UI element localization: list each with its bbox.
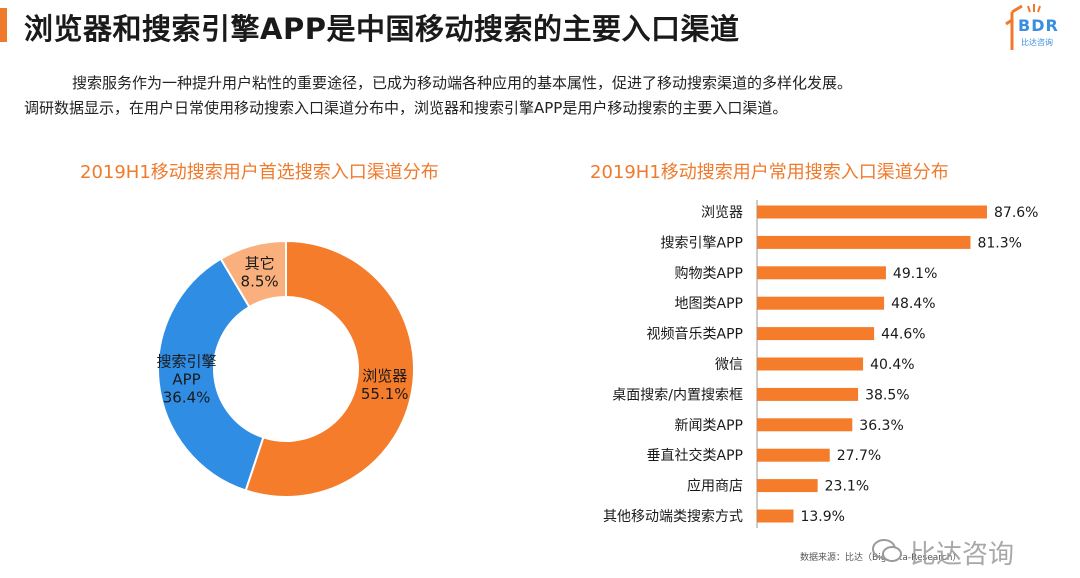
bar <box>757 448 830 462</box>
logo-subtext: 比达咨询 <box>1021 38 1053 47</box>
donut-chart-title: 2019H1移动搜索用户首选搜索入口渠道分布 <box>80 162 439 183</box>
bar-value-label: 36.3% <box>859 418 903 434</box>
description-line-1: 搜索服务作为一种提升用户粘性的重要途径，已成为移动端各种应用的基本属性，促进了移… <box>72 74 853 92</box>
bar <box>757 296 885 310</box>
bar <box>757 509 794 523</box>
bar <box>757 327 875 341</box>
bar-value-label: 49.1% <box>893 266 937 282</box>
donut-category-label: 浏览器 <box>362 367 407 385</box>
bar <box>757 418 853 432</box>
donut-category-label: 搜索引擎 <box>157 353 217 371</box>
donut-slice-search-app <box>157 257 265 492</box>
bdr-logo: BDR 比达咨询 <box>1004 2 1074 54</box>
donut-category-label: APP <box>172 371 200 389</box>
donut-slice-browser <box>244 239 415 498</box>
bar-category-label: 视频音乐类APP <box>647 326 743 343</box>
bar-value-label: 13.9% <box>800 509 844 525</box>
bar-value-label: 27.7% <box>837 448 881 464</box>
bar <box>757 479 818 493</box>
bar-category-label: 应用商店 <box>687 478 743 495</box>
bar-value-label: 40.4% <box>870 357 914 373</box>
title-accent-bar <box>0 8 7 42</box>
wechat-icon <box>872 539 902 562</box>
bar-value-label: 87.6% <box>994 205 1038 221</box>
donut-value-label: 8.5% <box>241 273 279 291</box>
bar-category-label: 桌面搜索/内置搜索框 <box>612 386 743 403</box>
bar-category-label: 其他移动端类搜索方式 <box>603 508 743 525</box>
bar <box>757 266 886 280</box>
bar-value-label: 44.6% <box>881 327 925 343</box>
description-line-2: 调研数据显示，在用户日常使用移动搜索入口渠道分布中，浏览器和搜索引擎APP是用户… <box>24 99 788 117</box>
donut-value-label: 36.4% <box>163 389 211 407</box>
logo-mark-icon <box>1005 4 1041 50</box>
bar <box>757 357 864 371</box>
bar-value-label: 23.1% <box>825 479 869 495</box>
bar-category-label: 浏览器 <box>701 205 743 221</box>
donut-slice-other <box>219 239 287 309</box>
bar-category-label: 新闻类APP <box>675 418 743 434</box>
bar <box>757 387 859 401</box>
bar-category-label: 搜索引擎APP <box>661 234 743 251</box>
page-title: 浏览器和搜索引擎APP是中国移动搜索的主要入口渠道 <box>24 12 740 46</box>
logo-text: BDR <box>1018 16 1059 35</box>
bar-category-label: 垂直社交类APP <box>647 447 743 464</box>
bar <box>757 205 987 219</box>
bar-value-label: 48.4% <box>891 296 935 312</box>
bar-value-label: 81.3% <box>977 235 1021 251</box>
donut-value-label: 55.1% <box>361 385 409 403</box>
bar-category-label: 微信 <box>715 357 743 373</box>
watermark-text: 比达咨询 <box>910 540 1015 570</box>
bar-chart-title: 2019H1移动搜索用户常用搜索入口渠道分布 <box>590 162 949 183</box>
bar-value-label: 38.5% <box>865 387 909 403</box>
bar-category-label: 购物类APP <box>675 266 743 282</box>
bar <box>757 235 971 249</box>
donut-category-label: 其它 <box>245 255 275 273</box>
bar-category-label: 地图类APP <box>675 296 743 312</box>
